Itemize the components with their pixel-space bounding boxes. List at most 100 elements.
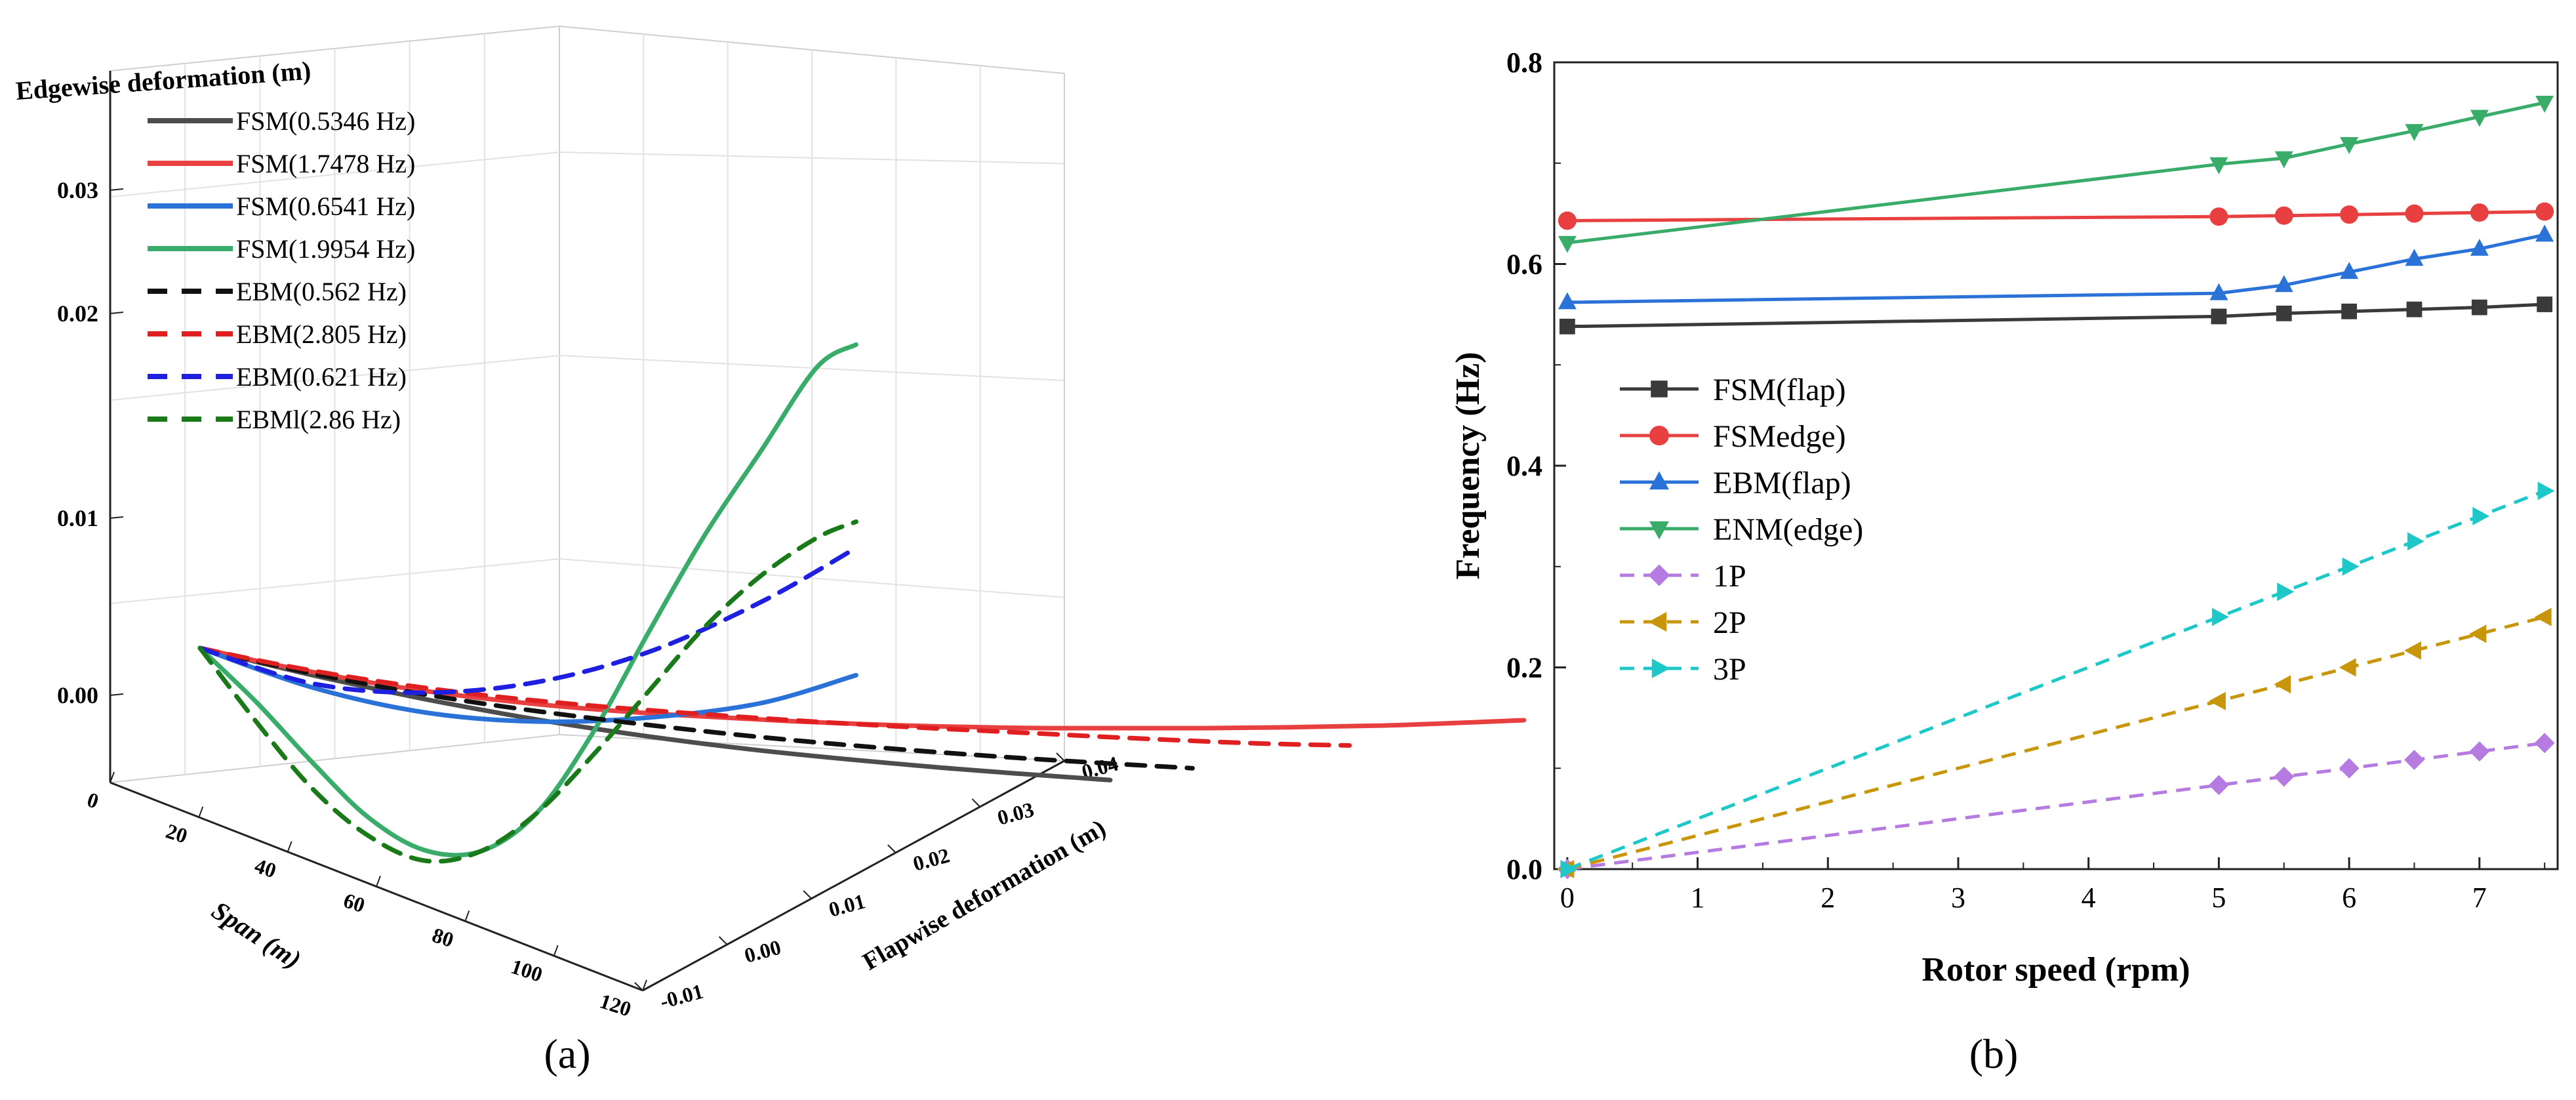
grid-line [559, 558, 1065, 598]
point-fsmedge- [2274, 206, 2293, 225]
x-tick-label-b: 7 [2472, 882, 2487, 914]
z-tick-label: 0.01 [57, 505, 98, 531]
legend-label-b: FSMedge) [1713, 419, 1846, 454]
x-tick-label-b: 6 [2342, 882, 2356, 914]
point-ebm-flap- [2535, 224, 2554, 242]
x-tick-label: 80 [430, 923, 457, 952]
point-enm-edge- [2470, 110, 2489, 127]
y-tick-label-b: 0.4 [1506, 450, 1542, 482]
line-fsmedge- [1567, 210, 2545, 222]
legend-label-b: 3P [1713, 652, 1746, 687]
x-tick [642, 979, 647, 991]
z-tick [110, 516, 124, 519]
curve-fsm-1-9954-hz- [197, 342, 858, 858]
legend-b: FSM(flap) FSMedge) EBM(flap) ENM(edge) 1P 2P 3… [1620, 373, 1863, 687]
y-axis-title: Flapwise deformation (m) [858, 814, 1111, 975]
point-fsm-flap- [2211, 308, 2227, 325]
series-2p [1557, 607, 2552, 878]
point-enm-edge- [2535, 96, 2554, 113]
legend-label-b: EBM(flap) [1713, 466, 1851, 500]
y-tick-label: -0.01 [657, 979, 706, 1013]
x-tick [198, 806, 204, 818]
legend-label: EBM(0.562 Hz) [236, 277, 407, 306]
point-fsm-flap- [2406, 301, 2423, 317]
point-fsm-flap- [1559, 318, 1575, 335]
x-tick-label-b: 5 [2211, 882, 2226, 914]
x-tick-label-b: 0 [1560, 882, 1575, 914]
legend-marker-b [1651, 380, 1668, 397]
y-tick-label-b: 0.8 [1506, 47, 1542, 79]
point-1p [2339, 758, 2360, 779]
point-2p [2209, 691, 2226, 710]
x-axis-title-b: Rotor speed (rpm) [1922, 951, 2190, 988]
point-fsm-flap- [2276, 305, 2292, 321]
point-1p [2534, 733, 2555, 754]
x-tick [287, 841, 292, 853]
y-tick [1056, 752, 1065, 762]
point-enm-edge- [2274, 151, 2293, 169]
legend-label-b: FSM(flap) [1713, 373, 1846, 407]
y-tick-label: 0.02 [910, 843, 952, 875]
point-enm-edge- [2209, 157, 2228, 174]
curve-fsm-0-6541-hz- [197, 645, 858, 724]
line-ebm-flap- [1567, 233, 2545, 304]
legend-label-b: 2P [1713, 605, 1746, 640]
grid-line [559, 355, 1065, 381]
x-tick-label: 120 [597, 989, 634, 1021]
legend-marker-b [1649, 426, 1669, 445]
curve-ebm-2-805-hz- [197, 645, 1352, 748]
point-3p [2472, 506, 2490, 525]
legend-label: FSM(1.9954 Hz) [236, 234, 415, 264]
point-ebm-flap- [2340, 262, 2359, 279]
legend-label-b: ENM(edge) [1713, 512, 1863, 547]
point-enm-edge- [2340, 137, 2359, 154]
legend-marker-b [1649, 471, 1669, 490]
x-tick-label: 40 [252, 853, 279, 882]
point-fsmedge- [2340, 205, 2359, 224]
panel-label-a: (a) [544, 1030, 590, 1077]
x-tick-label-b: 3 [1951, 882, 1965, 914]
x-tick [110, 771, 115, 783]
curves-3d [197, 342, 1527, 864]
curve-ebm-0-562-hz- [197, 645, 1195, 771]
z-axis-title: Edgewise deformation (m) [14, 56, 312, 106]
legend-label-b: 1P [1713, 559, 1746, 594]
panel-a: 0.00 0.01 0.02 0.03 0 20 40 60 80 100 120 -0.01 0.00… [14, 25, 1527, 1077]
point-3p [2407, 532, 2425, 551]
x-tick-label: 0 [85, 787, 102, 813]
line-enm-edge- [1567, 101, 2545, 245]
grid-3d [110, 33, 1065, 775]
z-tick [110, 312, 124, 314]
grid-line [110, 152, 560, 197]
x-tick-label: 20 [163, 819, 191, 847]
series-b [1557, 96, 2555, 880]
x-tick-label: 60 [340, 888, 368, 917]
y-tick [634, 982, 643, 991]
point-3p [2211, 607, 2229, 626]
point-2p [2339, 658, 2356, 677]
legend-marker-b [1649, 521, 1669, 540]
point-2p [2469, 624, 2487, 643]
point-fsm-flap- [2341, 303, 2357, 319]
point-fsmedge- [2535, 202, 2554, 221]
y-axis-line [642, 760, 1065, 992]
y-tick-label-b: 0.6 [1506, 249, 1542, 281]
legend-label: EBMl(2.86 Hz) [236, 405, 401, 434]
series-3p [1560, 481, 2555, 878]
line-1p [1567, 741, 2545, 871]
x-tick-label-b: 1 [1691, 882, 1705, 914]
point-fsm-flap- [2471, 299, 2487, 316]
series-fsm-flap- [1559, 296, 2553, 335]
panel-label-b: (b) [1969, 1030, 2019, 1077]
series-fsmedge- [1558, 202, 2554, 230]
line-fsm-flap- [1567, 302, 2545, 329]
point-fsmedge- [2470, 203, 2489, 222]
legend-label: EBM(2.805 Hz) [236, 319, 407, 349]
grid-line [559, 152, 1065, 165]
point-ebm-flap- [2405, 249, 2424, 266]
legend-label: FSM(0.6541 Hz) [236, 192, 415, 221]
grid-line [110, 355, 560, 401]
axes-b: 0 1 2 3 4 5 6 7 0.0 0.2 0.4 0.6 0.8 [1506, 47, 2546, 914]
point-3p [2277, 582, 2295, 601]
y-tick-label: 0.00 [742, 935, 783, 967]
